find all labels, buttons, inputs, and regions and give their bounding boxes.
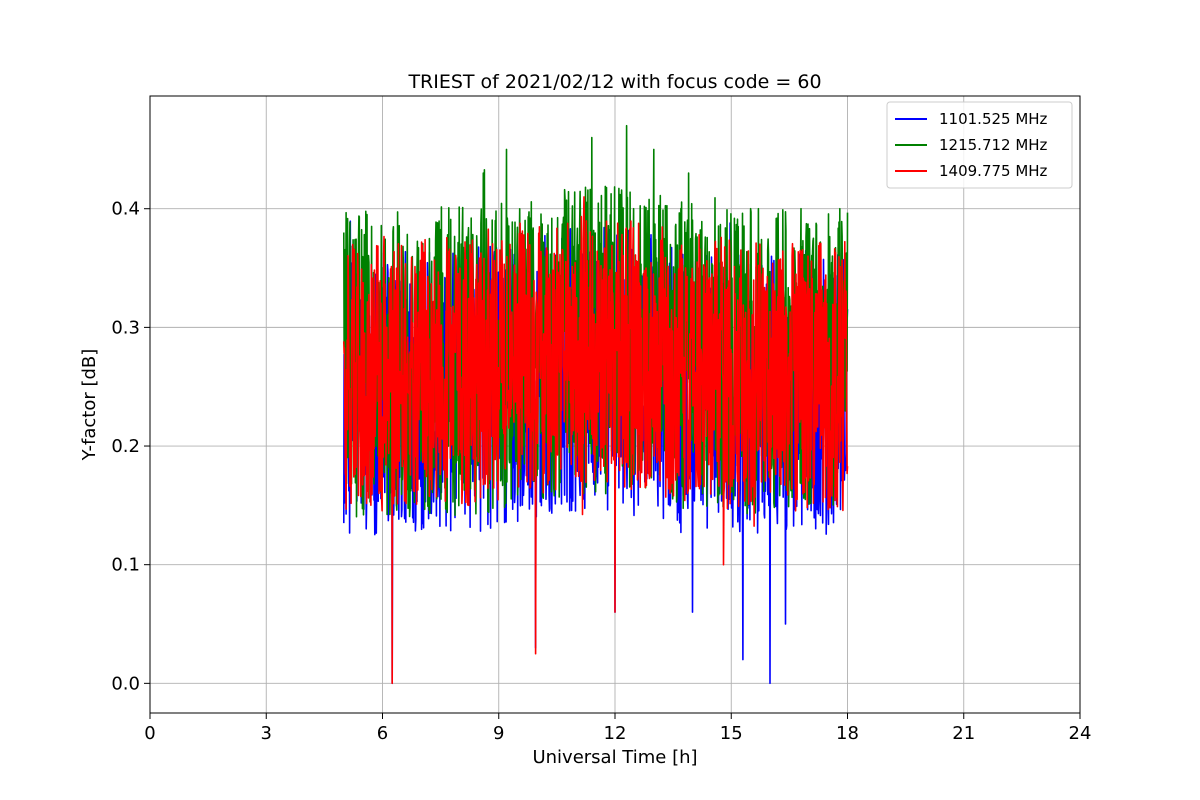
- legend-entry-label: 1409.775 MHz: [939, 162, 1048, 180]
- x-tick-label: 0: [144, 723, 155, 744]
- y-tick-label: 0.2: [111, 436, 140, 457]
- x-tick-label: 21: [952, 723, 975, 744]
- x-tick-label: 24: [1069, 723, 1092, 744]
- y-axis-label: Y-factor [dB]: [79, 349, 100, 462]
- legend-entry-label: 1101.525 MHz: [939, 110, 1048, 128]
- x-tick-label: 15: [720, 723, 743, 744]
- legend-entry-label: 1215.712 MHz: [939, 136, 1048, 154]
- series-layer: [343, 124, 849, 685]
- x-tick-label: 12: [604, 723, 627, 744]
- y-tick-label: 0.3: [111, 317, 140, 338]
- legend: 1101.525 MHz 1215.712 MHz 1409.775 MHz: [886, 101, 1073, 189]
- x-tick-label: 18: [836, 723, 859, 744]
- chart-title: TRIEST of 2021/02/12 with focus code = 6…: [407, 71, 821, 93]
- x-axis-label: Universal Time [h]: [532, 747, 697, 768]
- x-tick-label: 6: [377, 723, 388, 744]
- y-tick-label: 0.1: [111, 555, 140, 576]
- x-tick-label: 3: [261, 723, 272, 744]
- series-line: [343, 196, 849, 685]
- y-tick-label: 0.4: [111, 199, 140, 220]
- y-tick-label: 0.0: [111, 673, 140, 694]
- x-tick-label: 9: [493, 723, 504, 744]
- legend-box: [886, 101, 1073, 189]
- ticks: 0 3 6 9 12 15 18 21 24 0.0 0.1 0.2 0.3 0.4: [111, 199, 1091, 744]
